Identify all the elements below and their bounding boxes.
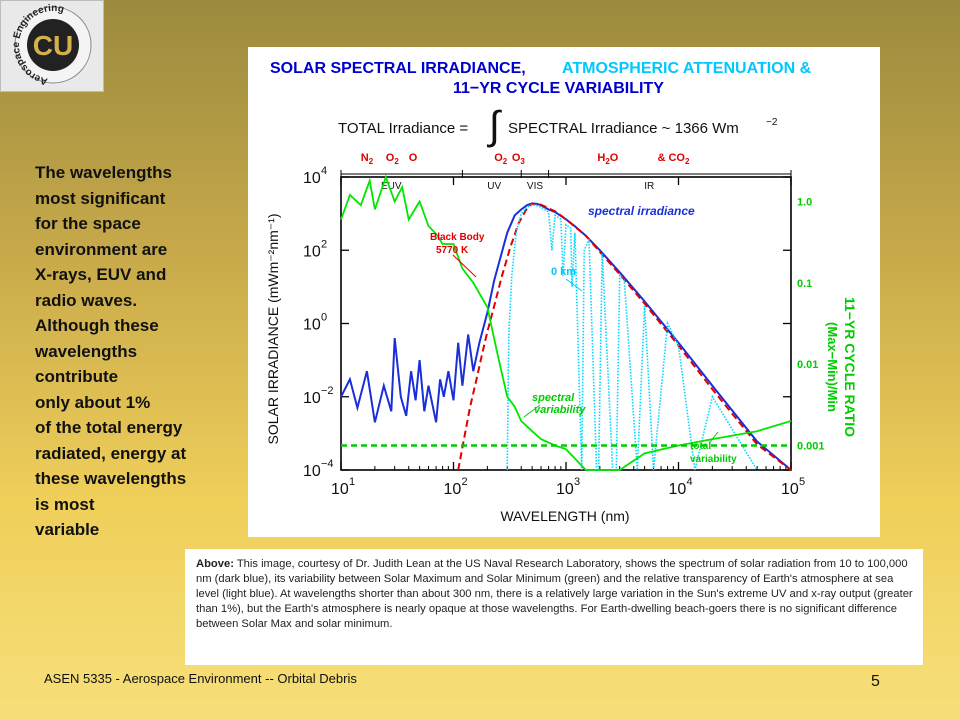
annotation-spectral-variability-2: variability	[534, 404, 586, 416]
annotation-black-body: Black Body	[430, 232, 485, 243]
y-tick-label: 10	[303, 390, 321, 407]
y-tick-label: 10	[303, 317, 321, 334]
band-label: VIS	[527, 181, 543, 192]
page-number: 5	[871, 673, 880, 690]
university-logo: CU Aerospace Engineering	[0, 0, 104, 92]
absorber-label: & CO2	[657, 152, 690, 166]
y-tick-exponent: −4	[321, 458, 334, 470]
annotation-black-body-temp: 5770 K	[436, 245, 469, 256]
annotation-total-variability-1: total	[690, 441, 711, 452]
band-label: EUV	[381, 181, 402, 192]
annotation-spectral-variability-1: spectral	[532, 392, 575, 404]
annotation-total-variability-2: variability	[690, 454, 737, 465]
axis-labels: 10 1 10 2 10 3 10 4 10 510 −410 −210 010 210 41.00.10.…	[303, 165, 825, 498]
annotation-spectral-irradiance: spectral irradiance	[588, 204, 695, 218]
x-tick-exponent: 3	[574, 476, 580, 488]
formula-exponent: −2	[766, 117, 778, 128]
absorber-label: H2O	[597, 152, 618, 166]
caption-lead: Above:	[196, 558, 234, 570]
x-axis-label: WAVELENGTH (nm)	[500, 508, 629, 524]
footer-course: ASEN 5335 - Aerospace Environment -- Orb…	[44, 671, 357, 686]
y-tick-label: 10	[303, 243, 321, 260]
right-tick-label: 0.01	[797, 359, 818, 371]
formula-right: SPECTRAL Irradiance ~ 1366 Wm	[508, 120, 739, 137]
series-layer	[340, 174, 792, 471]
series-black-body	[457, 202, 792, 471]
series-spectral-irradiance	[340, 202, 792, 471]
series-zero-km	[506, 203, 758, 471]
x-tick-label: 10	[556, 481, 574, 498]
integral-sign: ∫	[487, 104, 503, 148]
chart-title-part2: ATMOSPHERIC ATTENUATION &	[562, 60, 812, 77]
x-tick-exponent: 2	[462, 476, 468, 488]
absorber-label: N2	[361, 152, 374, 166]
y-axis-label-right-2: (Max−Min)/Min	[825, 322, 840, 412]
absorber-label: O2	[494, 152, 508, 166]
logo-monogram: CU	[33, 30, 73, 61]
y-tick-exponent: 0	[321, 312, 327, 324]
chart-title-line2: 11−YR CYCLE VARIABILITY	[453, 80, 664, 97]
solar-spectrum-chart: SOLAR SPECTRAL IRRADIANCE, ATMOSPHERIC A…	[265, 60, 858, 524]
x-tick-exponent: 1	[349, 476, 355, 488]
y-axis-label-left: SOLAR IRRADIANCE (mWm⁻²nm⁻¹)	[265, 214, 281, 445]
x-tick-exponent: 4	[687, 476, 693, 488]
band-label: IR	[644, 181, 654, 192]
black-body-pointer	[452, 254, 477, 278]
total-variability-pointer	[709, 431, 719, 443]
y-axis-label-right-1: 11−YR CYCLE RATIO	[842, 297, 858, 437]
x-tick-label: 10	[781, 481, 799, 498]
absorber-label: O3	[512, 152, 526, 166]
annotation-zero-km: 0 km	[551, 266, 576, 278]
spectral-variability-pointer	[523, 404, 541, 418]
side-description: The wavelengths most significant for the…	[35, 163, 187, 539]
y-tick-exponent: 4	[321, 165, 327, 177]
right-tick-label: 1.0	[797, 196, 812, 208]
y-tick-label: 10	[303, 170, 321, 187]
x-tick-label: 10	[669, 481, 687, 498]
formula-left: TOTAL Irradiance =	[338, 120, 468, 137]
axis-ticks	[340, 176, 792, 471]
right-tick-label: 0.001	[797, 441, 825, 453]
caption-text: Above: This image, courtesy of Dr. Judit…	[196, 557, 913, 632]
chart-title-part1: SOLAR SPECTRAL IRRADIANCE,	[270, 60, 526, 77]
x-tick-label: 10	[444, 481, 462, 498]
x-tick-label: 10	[331, 481, 349, 498]
y-tick-exponent: −2	[321, 385, 334, 397]
right-tick-label: 0.1	[797, 278, 812, 290]
caption-body: This image, courtesy of Dr. Judith Lean …	[196, 558, 913, 630]
absorber-labels: N2 O2 O O2 O3 H2O & CO2	[361, 152, 690, 166]
series-cycle-variability	[340, 174, 792, 471]
y-tick-exponent: 2	[321, 238, 327, 250]
y-tick-label: 10	[303, 463, 321, 480]
band-label: UV	[487, 181, 501, 192]
absorber-label: O2	[386, 152, 400, 166]
absorber-label: O	[409, 152, 418, 164]
image-caption: Above: This image, courtesy of Dr. Judit…	[185, 549, 923, 665]
x-tick-exponent: 5	[799, 476, 805, 488]
chart-panel: SOLAR SPECTRAL IRRADIANCE, ATMOSPHERIC A…	[248, 47, 880, 537]
zero-km-pointer	[565, 278, 583, 292]
